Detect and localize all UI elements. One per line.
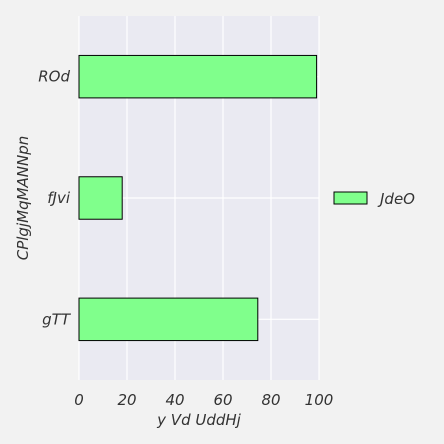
y-axis-title: CPlgjMqMANNpn [14,136,32,261]
x-tick-label: 20 [117,391,136,409]
x-tick-label: 60 [213,391,232,409]
x-tick-labels: 0 20 40 60 80 100 [74,391,333,409]
x-tick-label: 100 [305,391,334,409]
bars [78,54,318,342]
x-axis-title: y Vd UddHj [156,411,241,429]
legend-label: JdeO [377,190,415,208]
x-tick-label: 80 [261,391,280,409]
y-tick-label: fJvi [47,189,71,207]
legend: JdeO [333,190,415,208]
y-tick-labels: ROd fJvi gTT [38,68,72,329]
bar-gTT [78,297,259,342]
y-tick-label: gTT [42,310,72,328]
bar-ROd [78,54,318,99]
x-tick-label: 40 [165,391,184,409]
legend-swatch [333,191,368,205]
y-tick-label: ROd [38,68,70,86]
x-tick-label: 0 [74,391,84,409]
bar-fJvi [78,176,123,220]
